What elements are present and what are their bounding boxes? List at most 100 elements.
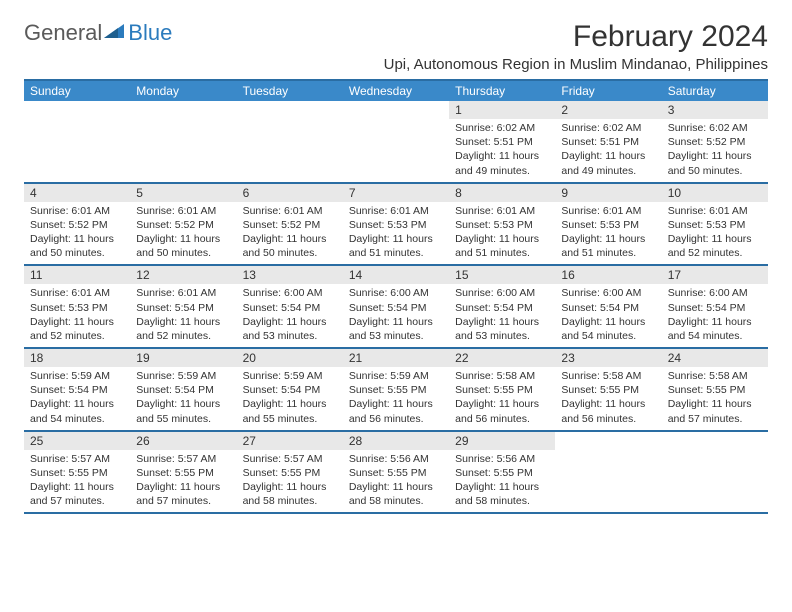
calendar: SundayMondayTuesdayWednesdayThursdayFrid…	[24, 79, 768, 514]
day-number-empty	[130, 101, 236, 119]
day-info: Sunrise: 6:01 AMSunset: 5:52 PMDaylight:…	[24, 202, 130, 265]
day-header: Monday	[130, 81, 236, 101]
header: General Blue February 2024 Upi, Autonomo…	[24, 20, 768, 73]
day-number: 15	[449, 266, 555, 284]
day-cell: 8Sunrise: 6:01 AMSunset: 5:53 PMDaylight…	[449, 184, 555, 265]
day-number: 28	[343, 432, 449, 450]
title-block: February 2024 Upi, Autonomous Region in …	[384, 20, 768, 73]
logo-text-general: General	[24, 20, 102, 46]
day-number: 9	[555, 184, 661, 202]
day-number: 10	[662, 184, 768, 202]
day-number: 11	[24, 266, 130, 284]
month-title: February 2024	[384, 20, 768, 54]
day-info: Sunrise: 6:01 AMSunset: 5:52 PMDaylight:…	[237, 202, 343, 265]
day-info: Sunrise: 5:57 AMSunset: 5:55 PMDaylight:…	[24, 450, 130, 513]
day-cell: 26Sunrise: 5:57 AMSunset: 5:55 PMDayligh…	[130, 432, 236, 513]
day-number: 16	[555, 266, 661, 284]
day-cell: 23Sunrise: 5:58 AMSunset: 5:55 PMDayligh…	[555, 349, 661, 430]
day-info: Sunrise: 6:00 AMSunset: 5:54 PMDaylight:…	[555, 284, 661, 347]
day-cell: 21Sunrise: 5:59 AMSunset: 5:55 PMDayligh…	[343, 349, 449, 430]
day-info: Sunrise: 5:57 AMSunset: 5:55 PMDaylight:…	[237, 450, 343, 513]
day-cell: 19Sunrise: 5:59 AMSunset: 5:54 PMDayligh…	[130, 349, 236, 430]
day-number-empty	[343, 101, 449, 119]
day-cell: 10Sunrise: 6:01 AMSunset: 5:53 PMDayligh…	[662, 184, 768, 265]
day-cell	[343, 101, 449, 182]
day-number: 3	[662, 101, 768, 119]
day-number: 2	[555, 101, 661, 119]
day-cell: 17Sunrise: 6:00 AMSunset: 5:54 PMDayligh…	[662, 266, 768, 347]
day-info: Sunrise: 6:01 AMSunset: 5:52 PMDaylight:…	[130, 202, 236, 265]
day-info: Sunrise: 6:01 AMSunset: 5:54 PMDaylight:…	[130, 284, 236, 347]
week-row: 4Sunrise: 6:01 AMSunset: 5:52 PMDaylight…	[24, 184, 768, 267]
day-header: Wednesday	[343, 81, 449, 101]
day-number: 18	[24, 349, 130, 367]
day-cell: 1Sunrise: 6:02 AMSunset: 5:51 PMDaylight…	[449, 101, 555, 182]
day-number: 25	[24, 432, 130, 450]
day-cell: 7Sunrise: 6:01 AMSunset: 5:53 PMDaylight…	[343, 184, 449, 265]
day-number-empty	[662, 432, 768, 450]
day-info: Sunrise: 6:02 AMSunset: 5:52 PMDaylight:…	[662, 119, 768, 182]
day-number: 12	[130, 266, 236, 284]
day-info: Sunrise: 6:01 AMSunset: 5:53 PMDaylight:…	[343, 202, 449, 265]
day-cell: 6Sunrise: 6:01 AMSunset: 5:52 PMDaylight…	[237, 184, 343, 265]
day-cell: 13Sunrise: 6:00 AMSunset: 5:54 PMDayligh…	[237, 266, 343, 347]
day-cell: 20Sunrise: 5:59 AMSunset: 5:54 PMDayligh…	[237, 349, 343, 430]
day-headers-row: SundayMondayTuesdayWednesdayThursdayFrid…	[24, 79, 768, 101]
day-cell	[237, 101, 343, 182]
day-info: Sunrise: 6:01 AMSunset: 5:53 PMDaylight:…	[24, 284, 130, 347]
day-header: Thursday	[449, 81, 555, 101]
day-cell: 18Sunrise: 5:59 AMSunset: 5:54 PMDayligh…	[24, 349, 130, 430]
day-info: Sunrise: 5:56 AMSunset: 5:55 PMDaylight:…	[343, 450, 449, 513]
day-info: Sunrise: 5:56 AMSunset: 5:55 PMDaylight:…	[449, 450, 555, 513]
day-cell: 11Sunrise: 6:01 AMSunset: 5:53 PMDayligh…	[24, 266, 130, 347]
day-cell	[130, 101, 236, 182]
day-cell: 16Sunrise: 6:00 AMSunset: 5:54 PMDayligh…	[555, 266, 661, 347]
day-info: Sunrise: 6:00 AMSunset: 5:54 PMDaylight:…	[237, 284, 343, 347]
day-info: Sunrise: 5:59 AMSunset: 5:54 PMDaylight:…	[237, 367, 343, 430]
week-row: 18Sunrise: 5:59 AMSunset: 5:54 PMDayligh…	[24, 349, 768, 432]
day-cell	[555, 432, 661, 513]
day-cell: 14Sunrise: 6:00 AMSunset: 5:54 PMDayligh…	[343, 266, 449, 347]
day-header: Friday	[555, 81, 661, 101]
day-cell: 9Sunrise: 6:01 AMSunset: 5:53 PMDaylight…	[555, 184, 661, 265]
day-number: 13	[237, 266, 343, 284]
day-cell: 25Sunrise: 5:57 AMSunset: 5:55 PMDayligh…	[24, 432, 130, 513]
day-number: 8	[449, 184, 555, 202]
day-cell: 3Sunrise: 6:02 AMSunset: 5:52 PMDaylight…	[662, 101, 768, 182]
day-number: 17	[662, 266, 768, 284]
day-number-empty	[24, 101, 130, 119]
location: Upi, Autonomous Region in Muslim Mindana…	[384, 56, 768, 73]
logo: General Blue	[24, 20, 172, 46]
day-number: 4	[24, 184, 130, 202]
day-header: Tuesday	[237, 81, 343, 101]
day-info: Sunrise: 5:59 AMSunset: 5:54 PMDaylight:…	[130, 367, 236, 430]
day-number: 23	[555, 349, 661, 367]
day-header: Sunday	[24, 81, 130, 101]
day-number-empty	[555, 432, 661, 450]
day-cell: 22Sunrise: 5:58 AMSunset: 5:55 PMDayligh…	[449, 349, 555, 430]
day-number: 5	[130, 184, 236, 202]
day-number: 24	[662, 349, 768, 367]
day-cell: 15Sunrise: 6:00 AMSunset: 5:54 PMDayligh…	[449, 266, 555, 347]
week-row: 25Sunrise: 5:57 AMSunset: 5:55 PMDayligh…	[24, 432, 768, 515]
day-info: Sunrise: 5:58 AMSunset: 5:55 PMDaylight:…	[555, 367, 661, 430]
day-info: Sunrise: 6:00 AMSunset: 5:54 PMDaylight:…	[343, 284, 449, 347]
day-info: Sunrise: 6:00 AMSunset: 5:54 PMDaylight:…	[449, 284, 555, 347]
day-info: Sunrise: 6:01 AMSunset: 5:53 PMDaylight:…	[449, 202, 555, 265]
day-number: 6	[237, 184, 343, 202]
day-number: 22	[449, 349, 555, 367]
day-cell	[24, 101, 130, 182]
day-info: Sunrise: 5:59 AMSunset: 5:55 PMDaylight:…	[343, 367, 449, 430]
day-info: Sunrise: 5:57 AMSunset: 5:55 PMDaylight:…	[130, 450, 236, 513]
day-info: Sunrise: 5:58 AMSunset: 5:55 PMDaylight:…	[449, 367, 555, 430]
day-cell: 12Sunrise: 6:01 AMSunset: 5:54 PMDayligh…	[130, 266, 236, 347]
day-cell: 5Sunrise: 6:01 AMSunset: 5:52 PMDaylight…	[130, 184, 236, 265]
day-cell: 4Sunrise: 6:01 AMSunset: 5:52 PMDaylight…	[24, 184, 130, 265]
day-number: 21	[343, 349, 449, 367]
week-row: 11Sunrise: 6:01 AMSunset: 5:53 PMDayligh…	[24, 266, 768, 349]
day-cell: 27Sunrise: 5:57 AMSunset: 5:55 PMDayligh…	[237, 432, 343, 513]
day-header: Saturday	[662, 81, 768, 101]
day-number: 20	[237, 349, 343, 367]
week-row: 1Sunrise: 6:02 AMSunset: 5:51 PMDaylight…	[24, 101, 768, 184]
day-cell: 28Sunrise: 5:56 AMSunset: 5:55 PMDayligh…	[343, 432, 449, 513]
